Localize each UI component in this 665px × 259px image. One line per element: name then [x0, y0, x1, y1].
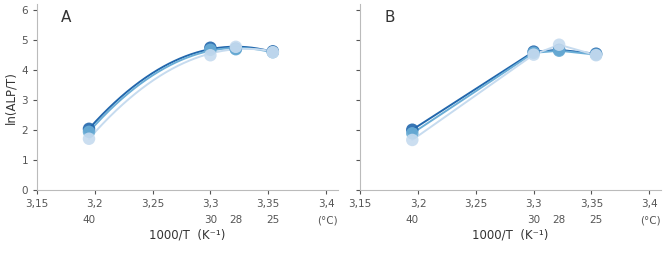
Point — [407, 128, 418, 132]
Text: 40: 40 — [82, 215, 96, 225]
Text: 30: 30 — [527, 215, 540, 225]
Text: 28: 28 — [229, 215, 243, 225]
X-axis label: 1000/T  (K⁻¹): 1000/T (K⁻¹) — [149, 229, 225, 242]
Point — [231, 47, 241, 51]
Text: (°C): (°C) — [640, 215, 661, 225]
Point — [84, 137, 94, 141]
Point — [205, 48, 215, 52]
Point — [591, 52, 601, 56]
Text: 25: 25 — [266, 215, 279, 225]
Text: A: A — [61, 10, 71, 25]
Text: 25: 25 — [589, 215, 602, 225]
Point — [205, 46, 215, 50]
Point — [407, 131, 418, 135]
Point — [267, 50, 278, 54]
Point — [205, 53, 215, 57]
Point — [591, 53, 601, 57]
Point — [529, 49, 539, 54]
Text: 28: 28 — [553, 215, 566, 225]
Point — [84, 130, 94, 134]
Text: B: B — [384, 10, 395, 25]
Point — [554, 43, 565, 47]
Text: (°C): (°C) — [317, 215, 338, 225]
Point — [407, 138, 418, 142]
X-axis label: 1000/T  (K⁻¹): 1000/T (K⁻¹) — [472, 229, 549, 242]
Point — [591, 53, 601, 57]
Point — [554, 49, 565, 53]
Y-axis label: ln(ALP/T): ln(ALP/T) — [4, 71, 17, 124]
Point — [529, 51, 539, 55]
Point — [267, 50, 278, 54]
Point — [231, 45, 241, 49]
Point — [554, 48, 565, 52]
Point — [267, 49, 278, 53]
Point — [231, 47, 241, 51]
Point — [84, 127, 94, 131]
Text: 30: 30 — [203, 215, 217, 225]
Text: 40: 40 — [406, 215, 419, 225]
Point — [529, 53, 539, 57]
